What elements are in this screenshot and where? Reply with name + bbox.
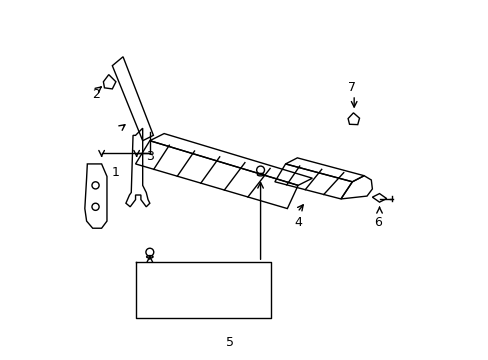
Text: 4: 4 (294, 216, 302, 229)
Text: 7: 7 (347, 81, 355, 94)
Text: 6: 6 (374, 216, 382, 229)
Text: 5: 5 (226, 336, 234, 349)
Text: 2: 2 (92, 88, 100, 101)
Text: 1: 1 (112, 166, 120, 179)
Text: 3: 3 (145, 150, 153, 163)
